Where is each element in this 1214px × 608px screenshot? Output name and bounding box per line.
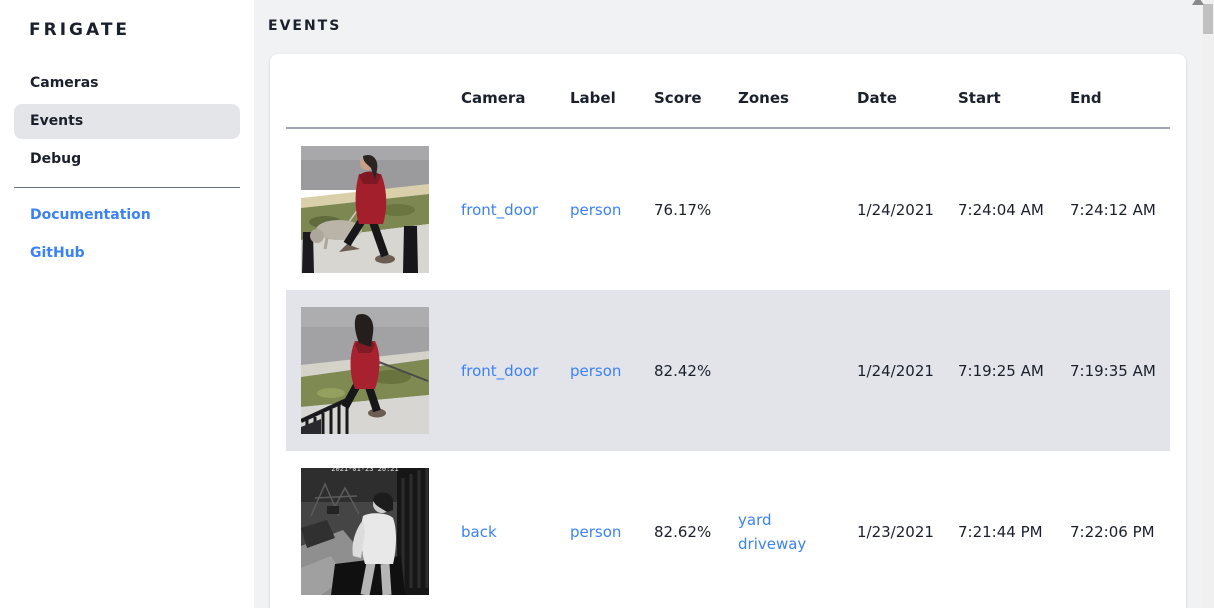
- score-value: 76.17%: [654, 200, 712, 219]
- scrollbar-thumb[interactable]: [1203, 4, 1213, 34]
- score-value: 82.42%: [654, 290, 738, 451]
- zone-link[interactable]: driveway: [738, 534, 807, 553]
- sidebar-link-documentation[interactable]: Documentation: [30, 207, 151, 223]
- start-value: 7:24:04 AM: [958, 200, 1044, 219]
- page-title: EVENTS: [268, 18, 342, 34]
- event-thumbnail[interactable]: [301, 146, 429, 273]
- date-value: 1/23/2021: [857, 522, 934, 541]
- sidebar-item-cameras[interactable]: Cameras: [30, 75, 99, 91]
- camera-link[interactable]: front_door: [461, 200, 539, 219]
- sidebar: FRIGATE Cameras Events Debug Documentati…: [0, 0, 254, 608]
- event-thumbnail[interactable]: 2021-01-23 20:21: [301, 468, 429, 595]
- label-link[interactable]: person: [570, 522, 622, 541]
- sidebar-link-github[interactable]: GitHub: [30, 245, 85, 261]
- table-header-row: Camera Label Score Zones Date Start End: [286, 54, 1170, 129]
- event-thumbnail[interactable]: [301, 307, 429, 434]
- date-value: 1/24/2021: [857, 200, 934, 219]
- date-value: 1/24/2021: [857, 290, 958, 451]
- main-content: EVENTS Camera Label Score Zones Date Sta…: [254, 0, 1202, 608]
- label-link[interactable]: person: [570, 200, 622, 219]
- col-header-label: Label: [570, 54, 654, 129]
- sidebar-item-events[interactable]: Events: [14, 104, 240, 139]
- end-value: 7:19:35 AM: [1070, 290, 1170, 451]
- table-row-selected: front_door person 82.42% 1/24/2021 7:19:…: [286, 290, 1170, 451]
- sidebar-nav: Cameras Events Debug Documentation GitHu…: [0, 66, 254, 271]
- end-value: 7:22:06 PM: [1070, 522, 1155, 541]
- camera-link[interactable]: back: [461, 522, 497, 541]
- events-card: Camera Label Score Zones Date Start End: [270, 54, 1186, 608]
- zones-cell: yard driveway: [738, 451, 857, 608]
- label-link[interactable]: person: [570, 361, 622, 380]
- col-header-score: Score: [654, 54, 738, 129]
- start-value: 7:21:44 PM: [958, 522, 1043, 541]
- score-value: 82.62%: [654, 522, 712, 541]
- zones-cell: [738, 128, 857, 290]
- app-logo[interactable]: FRIGATE: [29, 20, 131, 40]
- zones-cell: [738, 290, 857, 451]
- col-header-end: End: [1070, 54, 1170, 129]
- col-header-camera: Camera: [461, 54, 570, 129]
- scrollbar[interactable]: [1202, 0, 1214, 608]
- col-header-zones: Zones: [738, 54, 857, 129]
- scrollbar-up-arrow[interactable]: [1192, 0, 1204, 5]
- table-row: front_door person 76.17% 1/24/2021 7:24:…: [286, 128, 1170, 290]
- end-value: 7:24:12 AM: [1070, 200, 1156, 219]
- table-row: 2021-01-23 20:21 back person 82.62% yard…: [286, 451, 1170, 608]
- col-header-date: Date: [857, 54, 958, 129]
- zone-link[interactable]: yard: [738, 510, 772, 529]
- events-table: Camera Label Score Zones Date Start End: [286, 54, 1170, 608]
- start-value: 7:19:25 AM: [958, 290, 1070, 451]
- col-header-thumbnail: [286, 54, 461, 129]
- sidebar-item-debug[interactable]: Debug: [30, 151, 82, 167]
- camera-timestamp-overlay: 2021-01-23 20:21: [331, 468, 398, 473]
- sidebar-divider: [14, 187, 240, 188]
- col-header-start: Start: [958, 54, 1070, 129]
- camera-link[interactable]: front_door: [461, 361, 539, 380]
